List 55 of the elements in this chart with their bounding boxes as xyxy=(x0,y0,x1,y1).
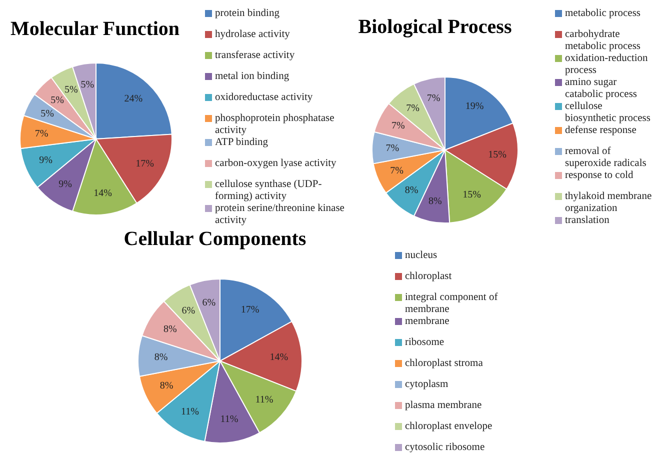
chart-title: Biological Process xyxy=(357,16,513,39)
data-label: 14% xyxy=(270,352,288,363)
data-label: 11% xyxy=(255,394,274,406)
legend-label: response to cold xyxy=(565,170,634,182)
legend-label: chloroplast stroma xyxy=(405,358,483,370)
data-label: 5% xyxy=(40,108,54,120)
legend-label: cytosolic ribosome xyxy=(405,442,485,454)
data-label: 6% xyxy=(182,306,196,317)
legend-label: cytoplasm xyxy=(405,379,448,391)
legend-label: ribosome xyxy=(405,337,444,349)
legend-label: phosphoprotein phosphatase activity xyxy=(215,113,336,137)
legend-label: chloroplast xyxy=(405,271,452,283)
data-label: 7% xyxy=(386,142,400,154)
data-label: 7% xyxy=(34,128,48,140)
chart-title: Cellular Components xyxy=(122,228,308,251)
data-label: 5% xyxy=(50,94,64,106)
legend-label: oxidoreductase activity xyxy=(215,92,313,104)
data-label: 14% xyxy=(94,188,112,199)
text: Molecular Function xyxy=(9,18,181,41)
legend-label: protein binding xyxy=(215,8,280,20)
data-label: 7% xyxy=(390,165,404,176)
data-label: 7% xyxy=(426,93,440,104)
data-label: 11% xyxy=(220,414,238,425)
legend-label: metabolic process xyxy=(565,8,641,20)
legend-label: translation xyxy=(565,215,610,227)
legend-label: chloroplast envelope xyxy=(405,421,492,433)
data-label: 8% xyxy=(404,185,418,196)
data-label: 8% xyxy=(428,196,442,208)
data-label: 24% xyxy=(124,94,143,105)
data-label: 8% xyxy=(154,352,168,363)
legend-label: transferase activity xyxy=(215,50,295,62)
data-label: 11% xyxy=(180,406,199,418)
data-label: 5% xyxy=(64,84,78,96)
legend-label: hydrolase activity xyxy=(215,29,290,41)
data-label: 9% xyxy=(58,178,72,190)
data-label: 8% xyxy=(160,380,174,392)
data-label: 6% xyxy=(202,298,216,309)
legend-label: membrane xyxy=(405,316,450,328)
legend-label: protein serine/threonine kinase activity xyxy=(215,203,346,227)
data-label: 5% xyxy=(80,79,94,90)
data-label: 17% xyxy=(136,158,154,170)
legend-label: defense response xyxy=(565,125,636,137)
data-label: 19% xyxy=(465,101,484,112)
data-label: 7% xyxy=(391,120,405,132)
data-label: 7% xyxy=(406,102,420,114)
legend-label: plasma membrane xyxy=(405,400,482,412)
data-label: 15% xyxy=(488,149,506,160)
legend-label: metal ion binding xyxy=(215,71,290,83)
data-label: 15% xyxy=(462,190,481,201)
data-label: 9% xyxy=(39,155,52,166)
legend-label: ATP binding xyxy=(215,137,268,149)
data-label: 8% xyxy=(163,324,177,335)
legend-label: carbon-oxygen lyase activity xyxy=(215,158,336,170)
data-label: 17% xyxy=(240,304,260,316)
legend-label: nucleus xyxy=(405,250,438,262)
